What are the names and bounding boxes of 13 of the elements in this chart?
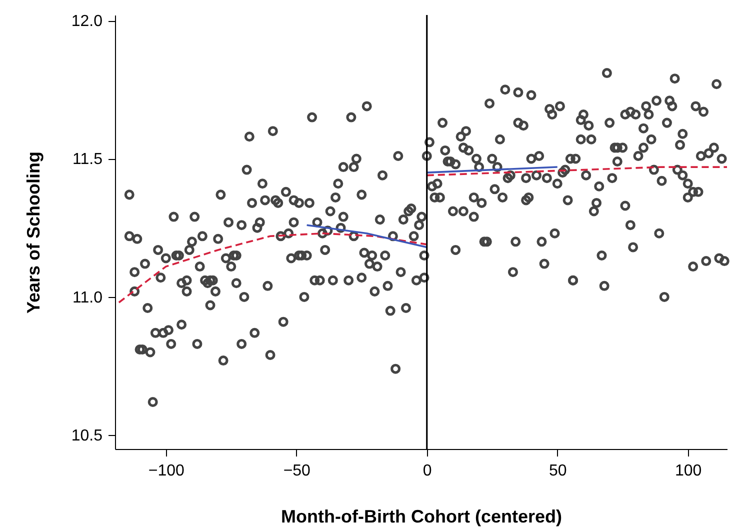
line-series bbox=[426, 166, 728, 176]
y-tick-label: 11.0 bbox=[72, 289, 103, 306]
y-tick-label: 12.0 bbox=[71, 13, 103, 30]
y-axis-title: Years of Schooling bbox=[23, 151, 44, 314]
x-tick-label: −50 bbox=[283, 462, 311, 480]
x-tick-label: 100 bbox=[675, 462, 702, 480]
y-tick-label: 11.5 bbox=[72, 151, 103, 168]
line-series bbox=[118, 232, 428, 304]
x-tick-label: 0 bbox=[422, 462, 432, 480]
x-tick-label: −100 bbox=[148, 462, 185, 480]
x-axis-title: Month-of-Birth Cohort (centered) bbox=[281, 506, 562, 526]
y-tick-label: 10.5 bbox=[71, 428, 103, 445]
x-tick-label: 50 bbox=[548, 462, 567, 480]
